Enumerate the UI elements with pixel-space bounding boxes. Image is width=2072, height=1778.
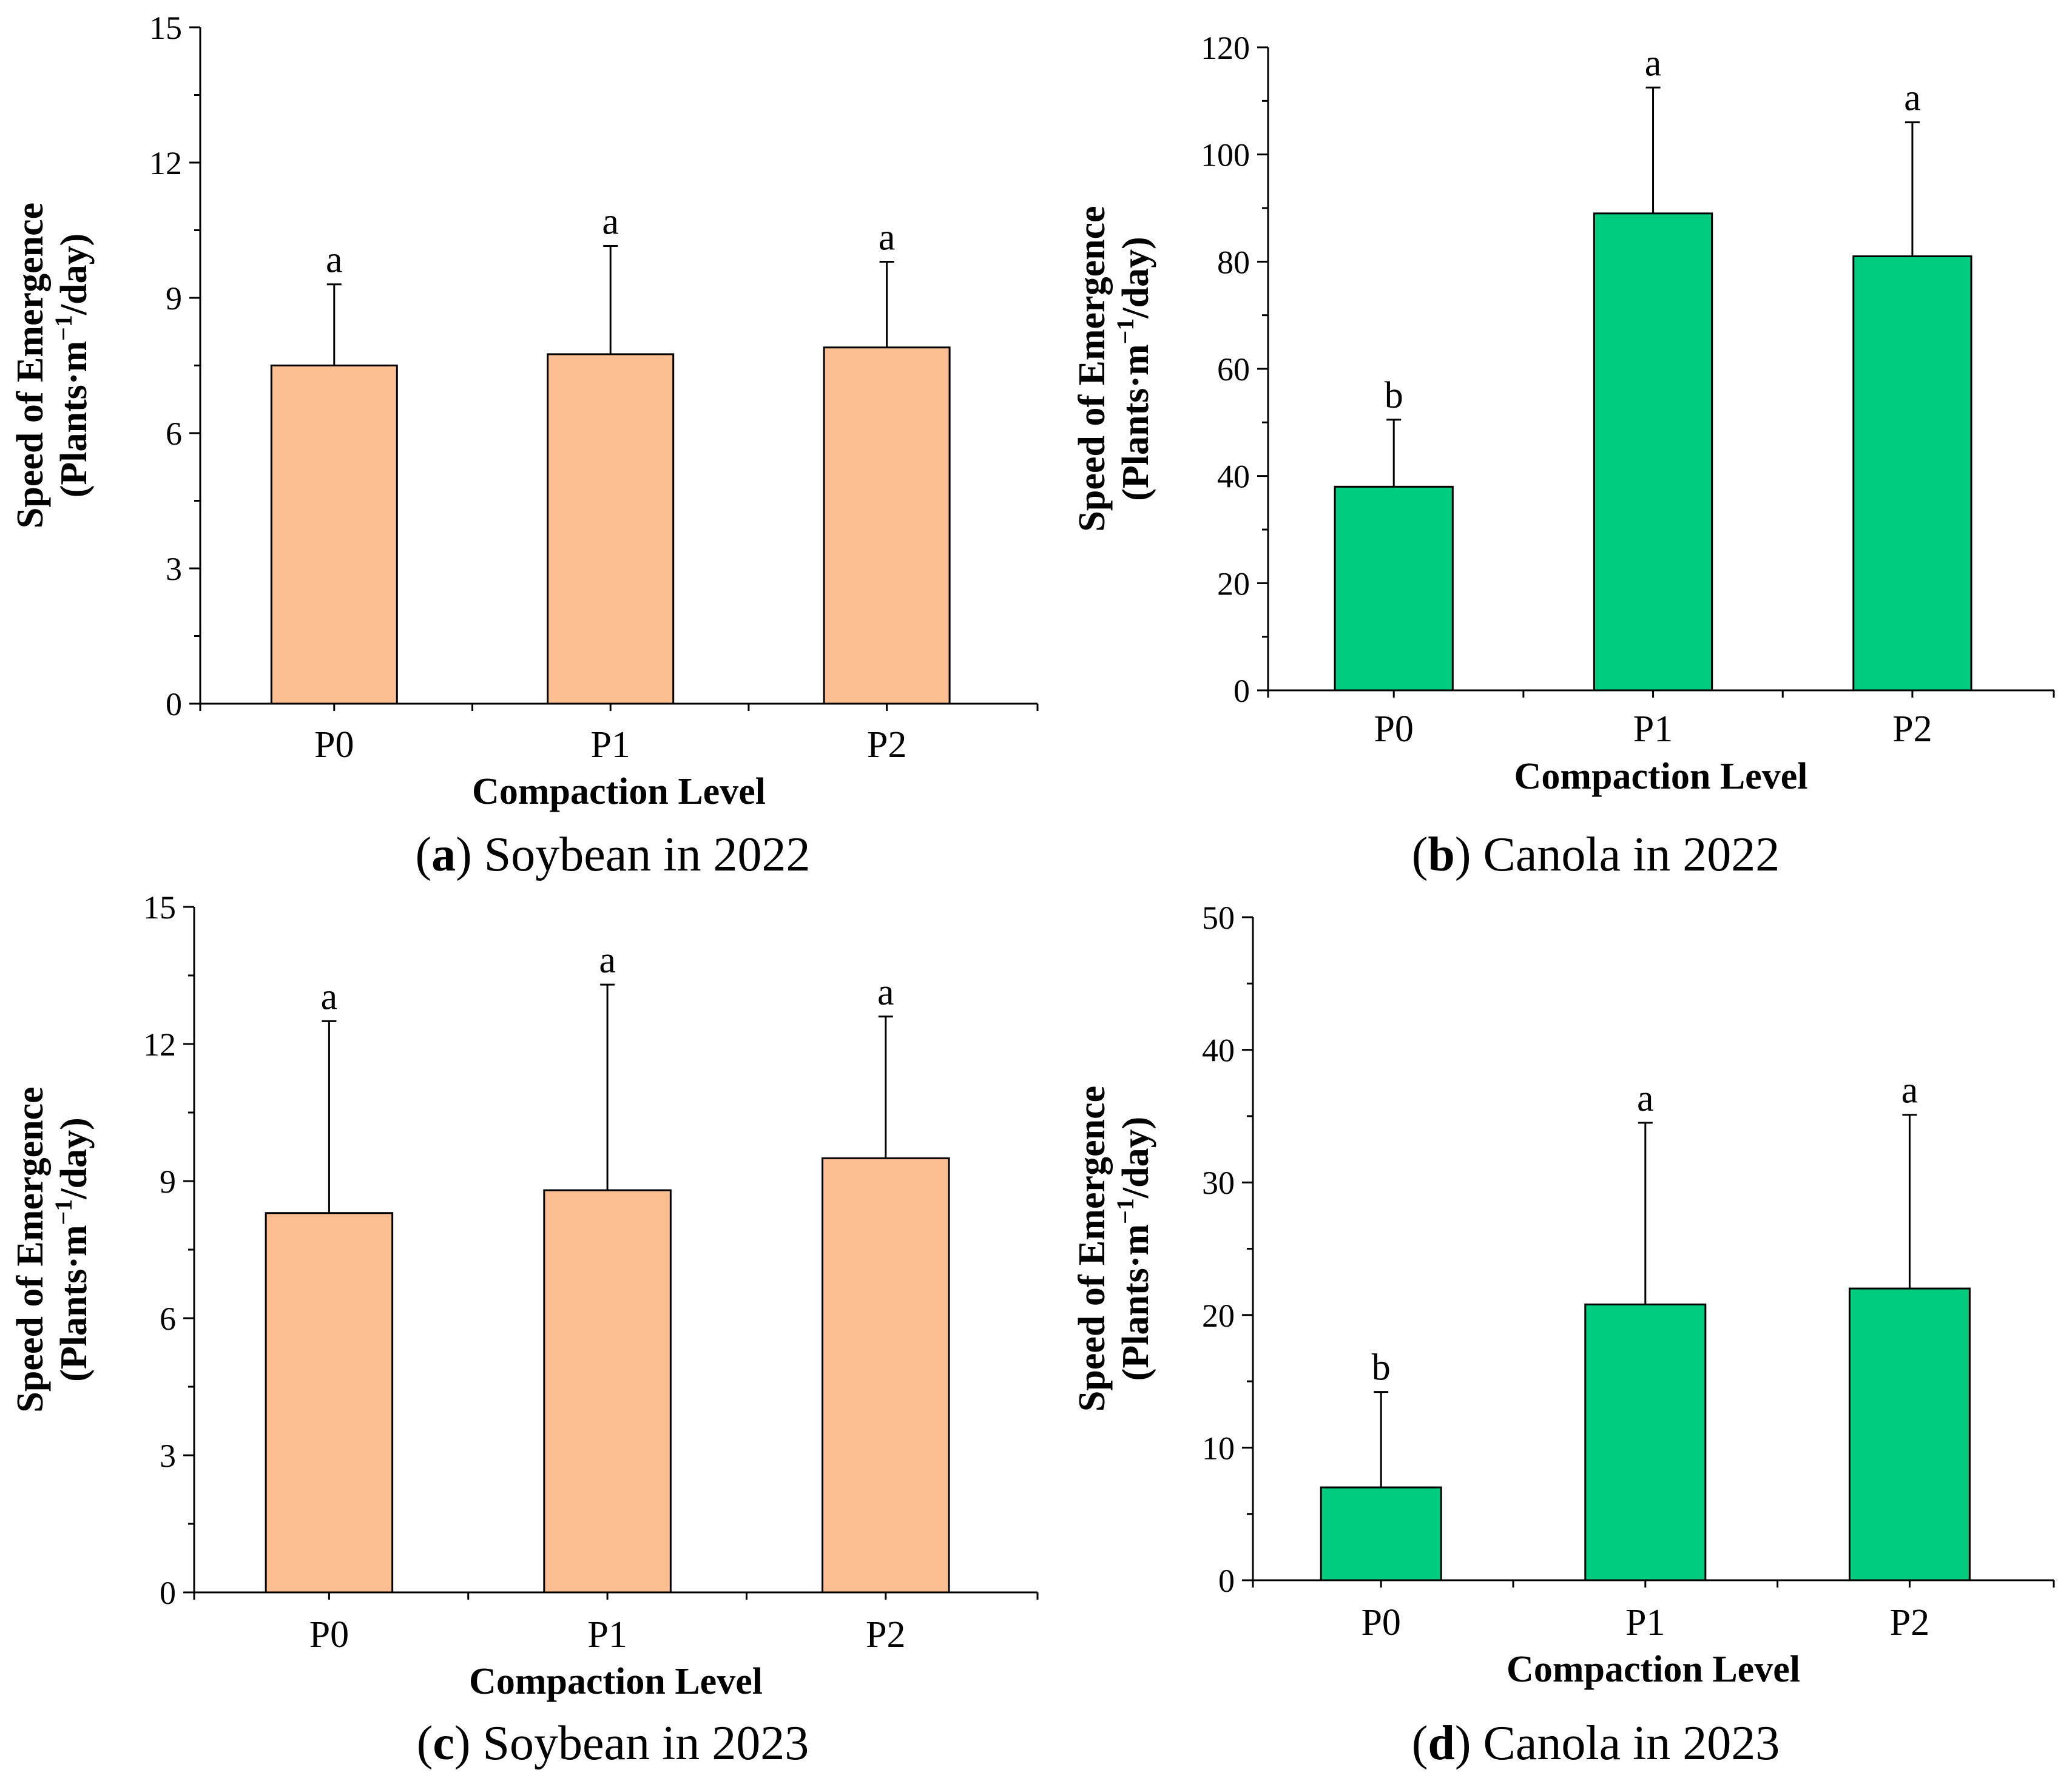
x-category-label: P0 bbox=[1374, 709, 1413, 750]
chart-panel-a: 0 3 6 9 12 15 a P0 a P1 a P2 Compaction Level Speed o… bbox=[10, 10, 1039, 812]
bar-p1 bbox=[1593, 212, 1713, 692]
x-axis-title: Compaction Level bbox=[469, 1661, 763, 1702]
y-tick-label: 3 bbox=[160, 1438, 176, 1474]
bar-p1 bbox=[1584, 1303, 1707, 1581]
bar-p0 bbox=[265, 1212, 394, 1594]
significance-label: b bbox=[1385, 375, 1403, 416]
x-category-label: P1 bbox=[1625, 1602, 1665, 1643]
significance-label: a bbox=[1902, 1070, 1918, 1111]
significance-label: a bbox=[1904, 78, 1921, 119]
caption-a: (a) Soybean in 2022 bbox=[415, 828, 810, 881]
y-tick-label: 3 bbox=[166, 551, 182, 587]
chart-panel-d: 0 10 20 30 40 50 b P0 a P1 a P2 Compaction Level Spee… bbox=[1071, 900, 2055, 1690]
y-tick-label: 80 bbox=[1217, 244, 1250, 280]
bar-p1 bbox=[543, 1189, 672, 1594]
y-tick-label: 0 bbox=[166, 686, 182, 722]
y-tick-label: 9 bbox=[166, 280, 182, 317]
x-category-label: P1 bbox=[1633, 709, 1673, 750]
significance-label: b bbox=[1372, 1347, 1391, 1389]
bar-p2 bbox=[822, 1157, 950, 1594]
y-tick-label: 100 bbox=[1201, 137, 1250, 173]
bar-p0 bbox=[1334, 485, 1454, 692]
significance-label: a bbox=[1637, 1078, 1654, 1119]
significance-label: a bbox=[1645, 42, 1662, 84]
significance-label: a bbox=[326, 240, 343, 281]
significance-label: a bbox=[321, 976, 338, 1017]
y-tick-label: 120 bbox=[1201, 30, 1250, 66]
x-category-label: P2 bbox=[1892, 709, 1932, 750]
y-axis-title: Speed of Emergence(Plants·m−1/day) bbox=[10, 1086, 95, 1412]
x-category-label: P1 bbox=[590, 724, 630, 766]
bar-p1 bbox=[547, 353, 675, 705]
y-tick-label: 40 bbox=[1217, 459, 1250, 495]
y-tick-label: 40 bbox=[1202, 1032, 1235, 1069]
chart-panel-c: 0 3 6 9 12 15 a P0 a P1 a P2 Compaction Level Speed o… bbox=[10, 889, 1039, 1702]
y-tick-label: 12 bbox=[143, 1026, 176, 1063]
significance-label: a bbox=[877, 972, 894, 1013]
caption-c: (c) Soybean in 2023 bbox=[417, 1717, 809, 1770]
significance-label: a bbox=[602, 201, 619, 243]
y-tick-label: 15 bbox=[143, 889, 176, 926]
y-tick-label: 0 bbox=[1233, 673, 1250, 709]
y-tick-label: 9 bbox=[160, 1163, 176, 1200]
y-tick-label: 0 bbox=[1218, 1563, 1235, 1599]
significance-label: a bbox=[879, 217, 896, 258]
y-axis-title: Speed of Emergence(Plants·m−1/day) bbox=[1071, 1086, 1156, 1412]
x-axis-title: Compaction Level bbox=[472, 771, 766, 812]
bar-p0 bbox=[1320, 1486, 1442, 1581]
significance-label: a bbox=[599, 940, 616, 981]
bar-p2 bbox=[1848, 1287, 1971, 1581]
x-axis-title: Compaction Level bbox=[1507, 1649, 1800, 1690]
bar-p2 bbox=[1852, 255, 1972, 692]
chart-panel-b: 0 20 40 60 80 100 120 b P0 a P1 a P2 Compaction Level… bbox=[1071, 30, 2055, 797]
y-tick-label: 12 bbox=[149, 145, 182, 181]
y-tick-label: 15 bbox=[149, 10, 182, 46]
y-tick-label: 60 bbox=[1217, 351, 1250, 388]
caption-d: (d) Canola in 2023 bbox=[1412, 1717, 1780, 1770]
bar-p2 bbox=[823, 346, 951, 705]
y-tick-label: 10 bbox=[1202, 1430, 1235, 1466]
x-category-label: P2 bbox=[866, 1614, 905, 1655]
x-axis-title: Compaction Level bbox=[1514, 756, 1808, 797]
y-tick-label: 50 bbox=[1202, 900, 1235, 936]
y-axis-title: Speed of Emergence(Plants·m−1/day) bbox=[10, 203, 95, 528]
x-category-label: P1 bbox=[587, 1614, 627, 1655]
bar-p0 bbox=[270, 365, 398, 705]
x-category-label: P2 bbox=[1890, 1602, 1929, 1643]
x-category-label: P0 bbox=[309, 1614, 349, 1655]
y-tick-label: 30 bbox=[1202, 1165, 1235, 1201]
y-tick-label: 0 bbox=[160, 1575, 176, 1611]
y-tick-label: 6 bbox=[160, 1301, 176, 1337]
caption-b: (b) Canola in 2022 bbox=[1412, 828, 1780, 881]
y-tick-label: 20 bbox=[1202, 1298, 1235, 1334]
x-category-label: P0 bbox=[314, 724, 354, 766]
x-category-label: P2 bbox=[867, 724, 906, 766]
y-tick-label: 6 bbox=[166, 416, 182, 452]
x-category-label: P0 bbox=[1361, 1602, 1400, 1643]
y-tick-label: 20 bbox=[1217, 565, 1250, 602]
y-axis-title: Speed of Emergence(Plants·m−1/day) bbox=[1071, 206, 1156, 531]
